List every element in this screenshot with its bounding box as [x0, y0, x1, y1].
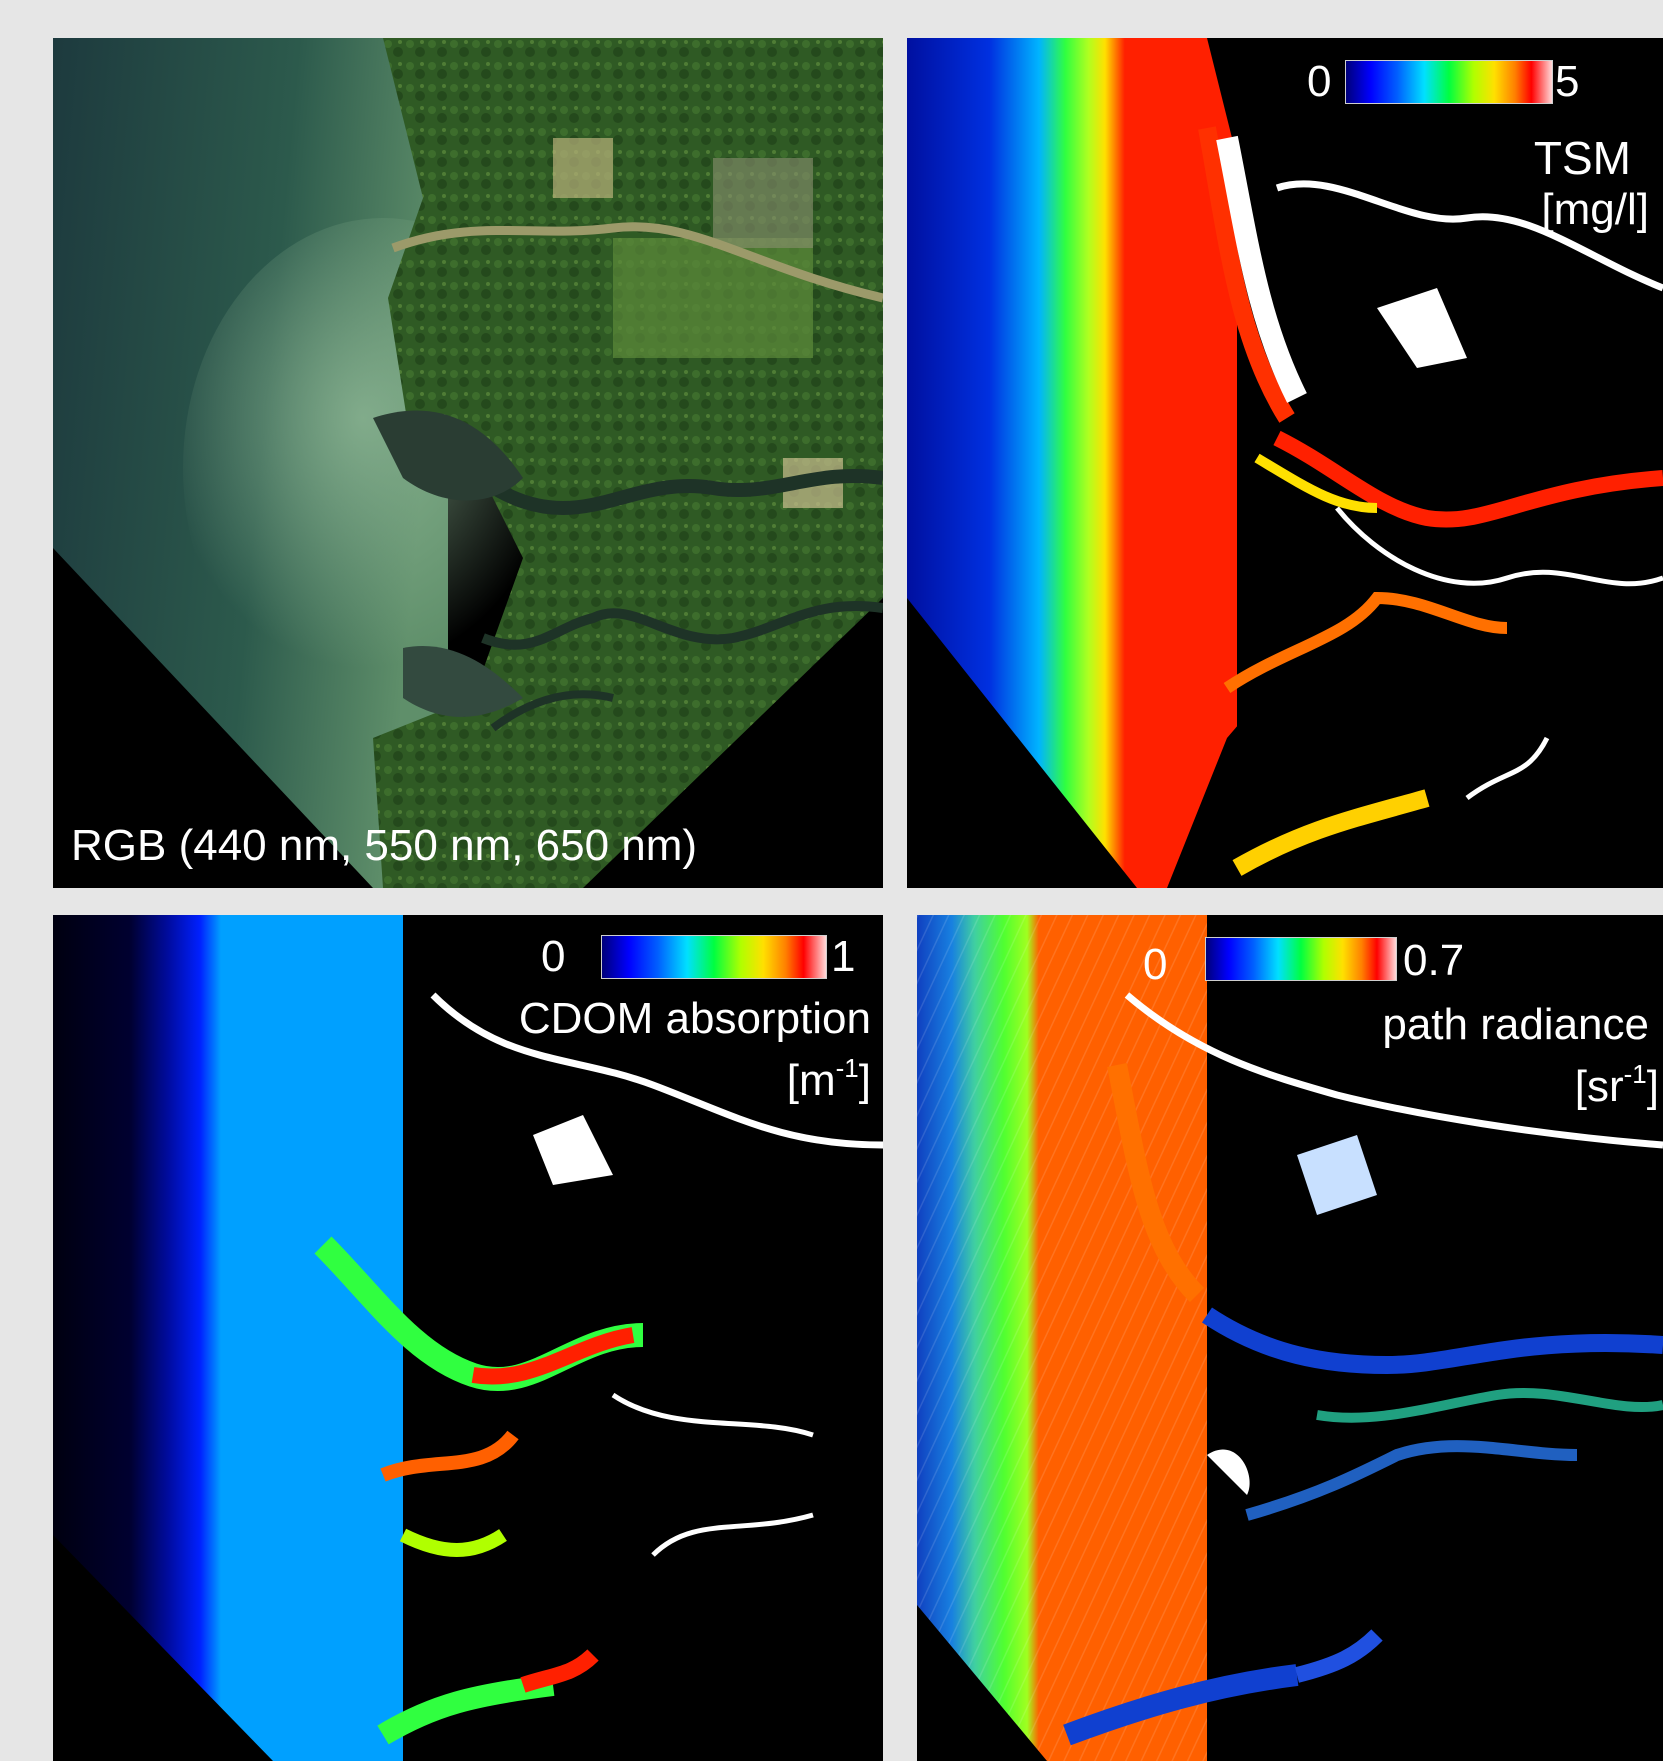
rgb-caption: RGB (440 nm, 550 nm, 650 nm) — [71, 821, 698, 870]
tsm-scale-min: 0 — [1307, 57, 1332, 106]
cdom-map-panel: 0 1 CDOM absorption [m-1] — [53, 915, 883, 1761]
cdom-unit-base: [m — [786, 1056, 836, 1105]
tsm-title: TSM — [1533, 132, 1631, 184]
tsm-unit: [mg/l] — [1541, 185, 1649, 234]
path-scale-min: 0 — [1143, 940, 1168, 989]
path-radiance-map-panel: 0 0.7 path radiance [sr-1] — [917, 915, 1663, 1761]
path-unit-base: [sr — [1574, 1062, 1624, 1111]
path-radiance-map — [917, 915, 1663, 1761]
rgb-satellite-image — [53, 38, 883, 888]
cdom-unit-exponent: -1 — [835, 1053, 859, 1083]
cdom-scale-max: 1 — [831, 932, 856, 981]
cdom-title: CDOM absorption — [518, 994, 871, 1043]
rgb-image-panel: RGB (440 nm, 550 nm, 650 nm) — [53, 38, 883, 888]
path-colorbar — [1205, 937, 1397, 981]
cdom-unit-close: ] — [858, 1056, 871, 1105]
path-unit-close: ] — [1646, 1062, 1659, 1111]
tsm-scale-max: 5 — [1555, 57, 1580, 106]
path-title: path radiance — [1382, 1000, 1649, 1049]
tsm-map — [907, 38, 1663, 888]
cdom-scale-min: 0 — [541, 932, 566, 981]
path-unit: [sr-1] — [1575, 1061, 1659, 1109]
path-unit-exponent: -1 — [1623, 1059, 1647, 1089]
tsm-map-panel: 0 5 TSM [mg/l] — [907, 38, 1663, 888]
cdom-unit: [m-1] — [787, 1055, 871, 1103]
cdom-map — [53, 915, 883, 1761]
cdom-colorbar — [601, 935, 827, 979]
path-scale-max: 0.7 — [1403, 936, 1465, 985]
tsm-colorbar — [1345, 60, 1553, 104]
